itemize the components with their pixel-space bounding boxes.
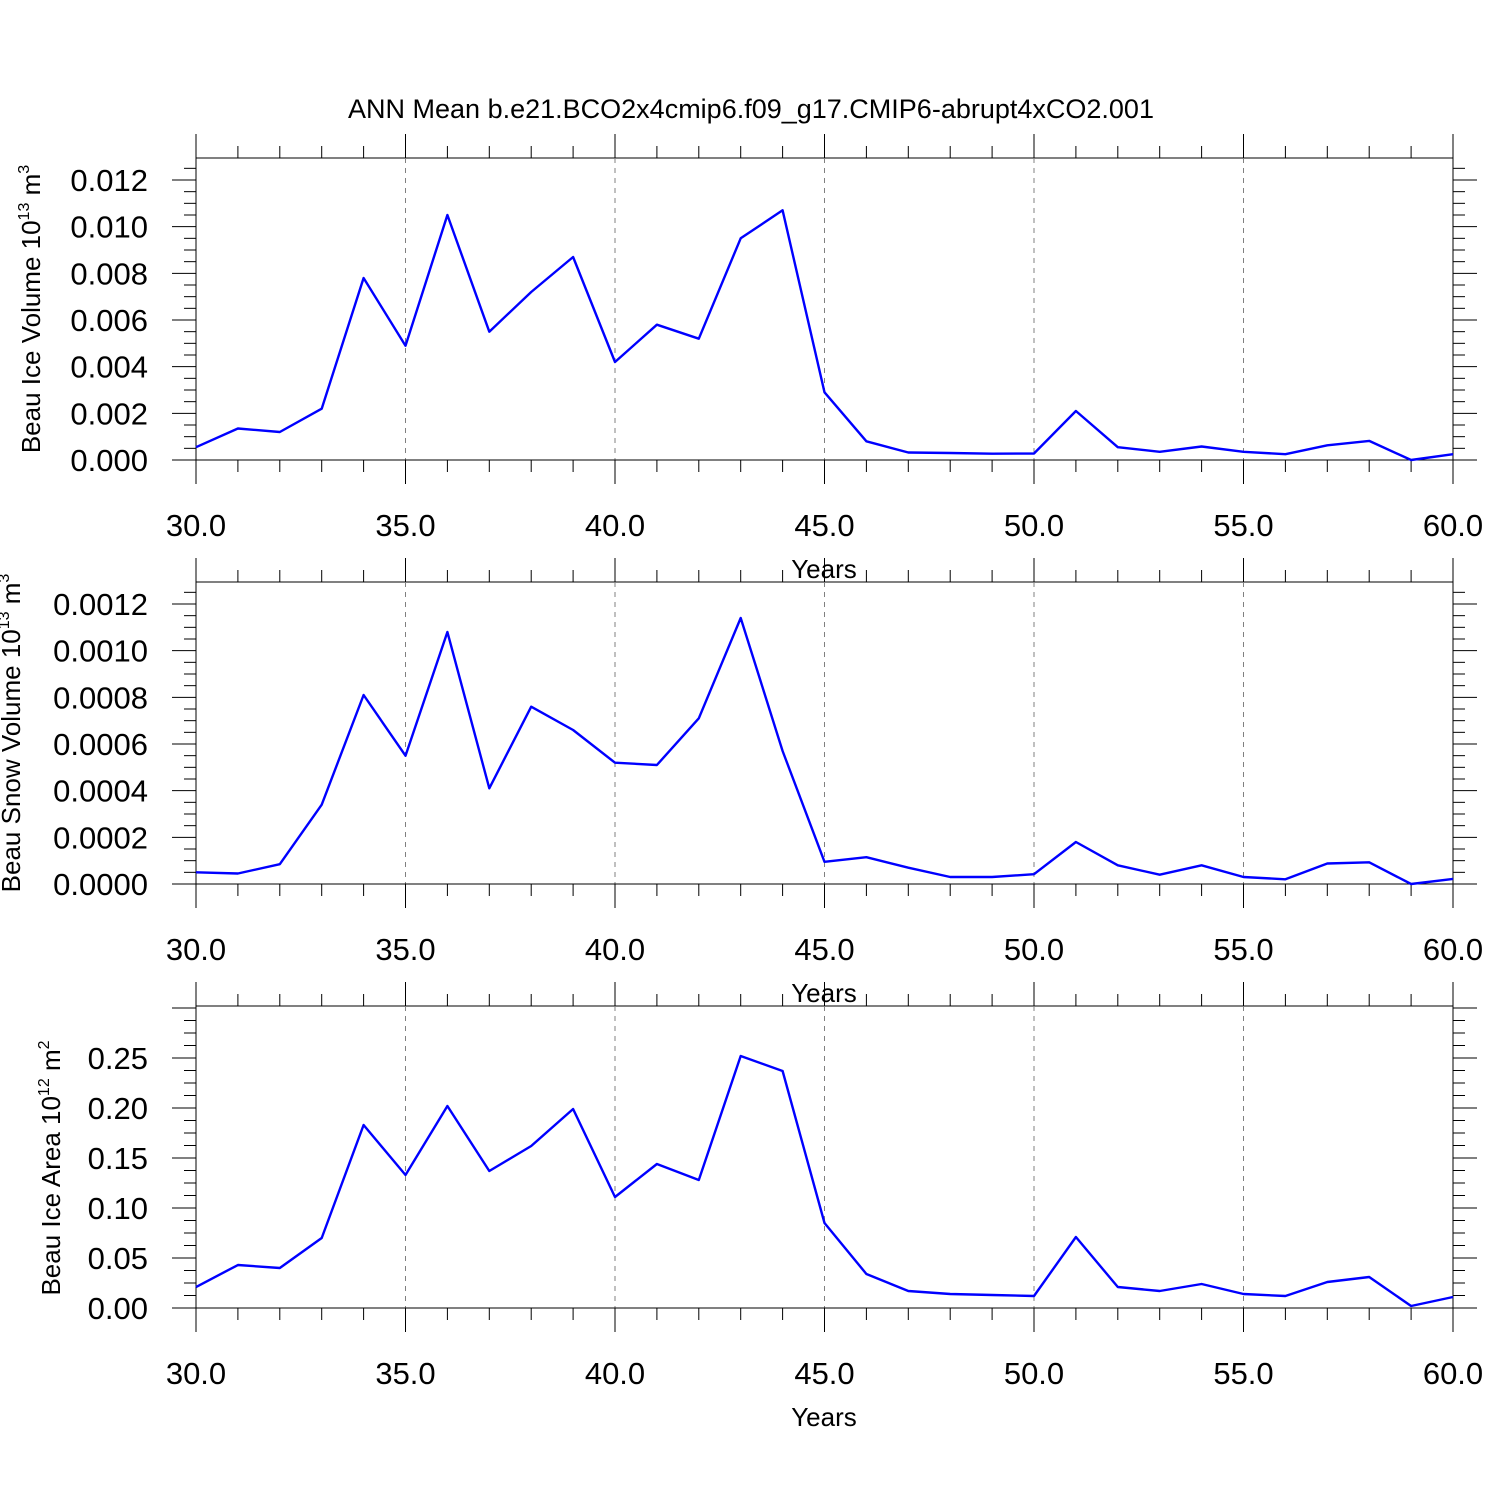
series-line [195,1054,1454,1308]
x-tick-label: 35.0 [375,932,435,967]
y-tick-label: 0.00 [88,1291,148,1326]
y-tick-label: 0.004 [70,350,148,385]
series-line [195,616,1454,886]
y-tick-label: 0.20 [88,1091,148,1126]
y-axis-title: Beau Ice Volume 1013 m3 [16,165,46,453]
x-tick-labels: 30.0 35.0 40.0 45.0 50.0 55.0 60.0 [166,932,1483,967]
y-axis-title-unit-exp: 2 [36,1040,53,1049]
y-axis-title-unit: m [0,583,26,612]
y-axis-title-exp: 12 [36,1078,53,1096]
x-tick-labels: 30.0 35.0 40.0 45.0 50.0 55.0 60.0 [166,1356,1483,1391]
y-axis-title-main: Beau Ice Volume 10 [16,220,46,453]
x-tick-label: 45.0 [794,508,854,543]
panel-snow-volume: 0.0000 0.0002 0.0004 0.0006 0.0008 0.0010 0.00… [0,558,1483,1008]
y-tick-label: 0.0006 [53,727,148,762]
x-tick-label: 30.0 [166,1356,226,1391]
x-tick-label: 30.0 [166,932,226,967]
y-tick-label: 0.05 [88,1241,148,1276]
series-line [195,209,1454,462]
y-axis-title: Beau Ice Area 1012 m2 [36,1040,66,1295]
y-axis-title-main: Beau Ice Area 10 [36,1096,66,1295]
y-tick-label: 0.012 [70,163,148,198]
y-tick-label: 0.000 [70,443,148,478]
y-axis-title-unit: m [36,1049,66,1078]
y-axis-title: Beau Snow Volume 1013 m3 [0,574,26,893]
axis-ticks [172,134,1477,484]
x-tick-label: 55.0 [1213,932,1273,967]
y-tick-label: 0.0010 [53,634,148,669]
y-tick-label: 0.0004 [53,774,148,809]
y-tick-label: 0.006 [70,303,148,338]
y-tick-label: 0.002 [70,396,148,431]
x-tick-label: 50.0 [1004,932,1064,967]
y-tick-label: 0.0008 [53,680,148,715]
x-tick-label: 45.0 [794,932,854,967]
y-axis-title-unit-exp: 3 [0,574,13,583]
x-gridlines [405,1006,1244,1308]
y-axis-title-unit-exp: 3 [16,165,33,174]
y-axis-title-unit: m [16,174,46,203]
y-axis-title-exp: 13 [16,203,33,221]
x-gridlines [405,158,1244,460]
y-tick-label: 0.25 [88,1041,148,1076]
y-axis-title-main: Beau Snow Volume 10 [0,629,26,892]
x-tick-label: 60.0 [1423,1356,1483,1391]
panel-ice-area: 0.00 0.05 0.10 0.15 0.20 0.25 30.0 35.0 40.0 45.… [36,982,1483,1432]
y-tick-label: 0.15 [88,1141,148,1176]
x-tick-label: 30.0 [166,508,226,543]
x-tick-label: 50.0 [1004,1356,1064,1391]
y-tick-labels: 0.000 0.002 0.004 0.006 0.008 0.010 0.012 [70,163,148,478]
x-tick-label: 35.0 [375,508,435,543]
x-tick-label: 40.0 [585,932,645,967]
x-tick-label: 35.0 [375,1356,435,1391]
x-tick-label: 55.0 [1213,1356,1273,1391]
y-tick-label: 0.008 [70,256,148,291]
y-tick-labels: 0.00 0.05 0.10 0.15 0.20 0.25 [88,1041,148,1326]
x-gridlines [405,582,1244,884]
y-tick-label: 0.0002 [53,820,148,855]
x-tick-label: 55.0 [1213,508,1273,543]
x-axis-title: Years [791,1402,857,1432]
x-tick-label: 60.0 [1423,508,1483,543]
x-tick-label: 45.0 [794,1356,854,1391]
x-tick-label: 40.0 [585,508,645,543]
x-tick-label: 50.0 [1004,508,1064,543]
axis-ticks [172,558,1477,908]
y-tick-label: 0.010 [70,210,148,245]
x-tick-label: 40.0 [585,1356,645,1391]
x-tick-labels: 30.0 35.0 40.0 45.0 50.0 55.0 60.0 [166,508,1483,543]
x-tick-label: 60.0 [1423,932,1483,967]
y-tick-label: 0.0000 [53,867,148,902]
axis-ticks [172,982,1477,1332]
y-tick-label: 0.10 [88,1191,148,1226]
y-axis-title-exp: 13 [0,611,13,629]
y-tick-label: 0.0012 [53,587,148,622]
figure-title: ANN Mean b.e21.BCO2x4cmip6.f09_g17.CMIP6… [348,94,1154,124]
y-tick-labels: 0.0000 0.0002 0.0004 0.0006 0.0008 0.0010 0.00… [53,587,148,902]
